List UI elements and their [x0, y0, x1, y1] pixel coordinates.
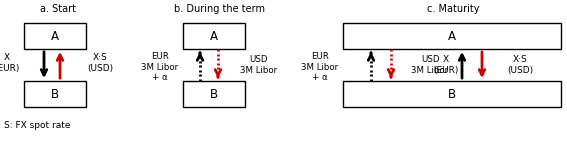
Text: USD
3M Libor: USD 3M Libor: [412, 55, 448, 75]
Bar: [24, 81, 86, 107]
Bar: [183, 23, 245, 49]
Text: b. During the term: b. During the term: [175, 4, 265, 14]
Text: X
(EUR): X (EUR): [433, 55, 459, 75]
Text: A: A: [51, 29, 59, 42]
Text: B: B: [210, 88, 218, 100]
Bar: [183, 81, 245, 107]
Bar: [343, 81, 561, 107]
Text: c. Maturity: c. Maturity: [427, 4, 479, 14]
Text: EUR
3M Libor
+ α: EUR 3M Libor + α: [141, 52, 179, 82]
Bar: [343, 23, 561, 49]
Text: X
(EUR): X (EUR): [0, 53, 20, 73]
Text: EUR
3M Libor
+ α: EUR 3M Libor + α: [302, 52, 338, 82]
Text: S: FX spot rate: S: FX spot rate: [4, 121, 70, 130]
Text: a. Start: a. Start: [40, 4, 76, 14]
Text: A: A: [448, 29, 456, 42]
Bar: [24, 23, 86, 49]
Text: B: B: [448, 88, 456, 100]
Text: USD
3M Libor: USD 3M Libor: [240, 55, 278, 75]
Text: B: B: [51, 88, 59, 100]
Text: A: A: [210, 29, 218, 42]
Text: X·S
(USD): X·S (USD): [87, 53, 113, 73]
Text: X·S
(USD): X·S (USD): [507, 55, 533, 75]
